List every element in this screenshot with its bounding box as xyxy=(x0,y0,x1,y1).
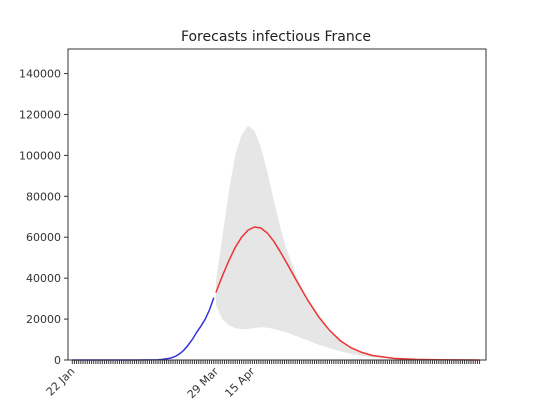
y-tick-label: 0 xyxy=(54,354,61,367)
uncertainty-band xyxy=(215,125,480,360)
y-tick-label: 100000 xyxy=(19,149,61,162)
y-tick-label: 60000 xyxy=(26,231,61,244)
forecast-line xyxy=(215,226,480,361)
y-tick-label: 40000 xyxy=(26,272,61,285)
plot-frame xyxy=(67,48,487,361)
plot-area xyxy=(72,125,480,361)
x-tick-label: 15 Apr xyxy=(222,365,257,400)
y-tick-label: 120000 xyxy=(19,108,61,121)
x-tick-label: 22 Jan xyxy=(44,365,78,399)
x-tick-label: 29 Mar xyxy=(185,365,222,402)
chart-title: Forecasts infectious France xyxy=(181,29,371,45)
observed-line xyxy=(72,297,215,361)
y-tick-label: 80000 xyxy=(26,190,61,203)
y-tick-label: 20000 xyxy=(26,313,61,326)
y-tick-label: 140000 xyxy=(19,68,61,81)
